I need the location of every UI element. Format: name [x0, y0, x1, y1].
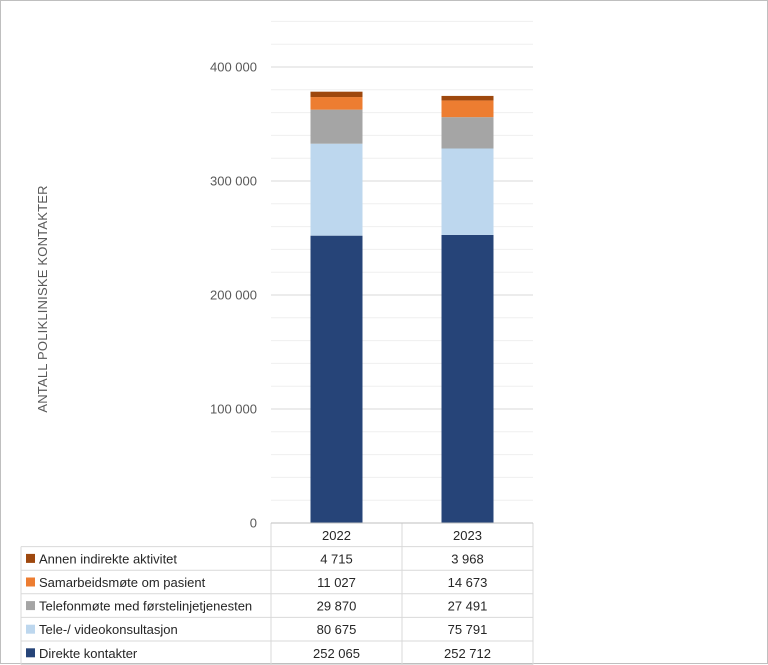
y-tick-label: 100 000: [210, 402, 257, 417]
legend-label: Annen indirekte aktivitet: [39, 551, 177, 566]
legend-label: Tele-/ videokonsultasjon: [39, 622, 178, 637]
legend-label: Direkte kontakter: [39, 646, 138, 661]
bar-segment: [310, 91, 363, 98]
bar-segment: [310, 97, 363, 110]
bar-segment: [310, 109, 363, 144]
bar-segment: [441, 117, 494, 149]
legend-key: [26, 577, 35, 587]
bar-segment: [310, 143, 363, 236]
table-value: 252 065: [313, 646, 360, 661]
legend-key: [26, 648, 35, 658]
y-tick-label: 200 000: [210, 288, 257, 303]
table-value: 3 968: [451, 551, 484, 566]
y-axis-title: ANTALL POLIKLINISKE KONTAKTER: [35, 185, 50, 412]
table-value: 27 491: [448, 599, 488, 614]
table-value: 80 675: [317, 622, 357, 637]
legend-key: [26, 601, 35, 611]
y-tick-label: 400 000: [210, 60, 257, 75]
legend-key: [26, 553, 35, 563]
bar-segment: [441, 148, 494, 235]
bar-segment: [441, 234, 494, 523]
legend-label: Samarbeidsmøte om pasient: [39, 575, 206, 590]
table-value: 75 791: [448, 622, 488, 637]
bar-segment: [441, 95, 494, 101]
table-value: 29 870: [317, 599, 357, 614]
legend-label: Telefonmøte med førstelinjetjenesten: [39, 599, 252, 614]
legend-key: [26, 624, 35, 634]
table-value: 11 027: [317, 575, 356, 590]
bar-segment: [441, 100, 494, 118]
table-category-label: 2023: [453, 528, 482, 543]
table-value: 14 673: [448, 575, 488, 590]
bar-segment: [310, 235, 363, 523]
y-tick-label: 0: [250, 516, 257, 531]
y-tick-label: 300 000: [210, 174, 257, 189]
table-value: 4 715: [320, 551, 353, 566]
table-value: 252 712: [444, 646, 491, 661]
table-category-label: 2022: [322, 528, 351, 543]
